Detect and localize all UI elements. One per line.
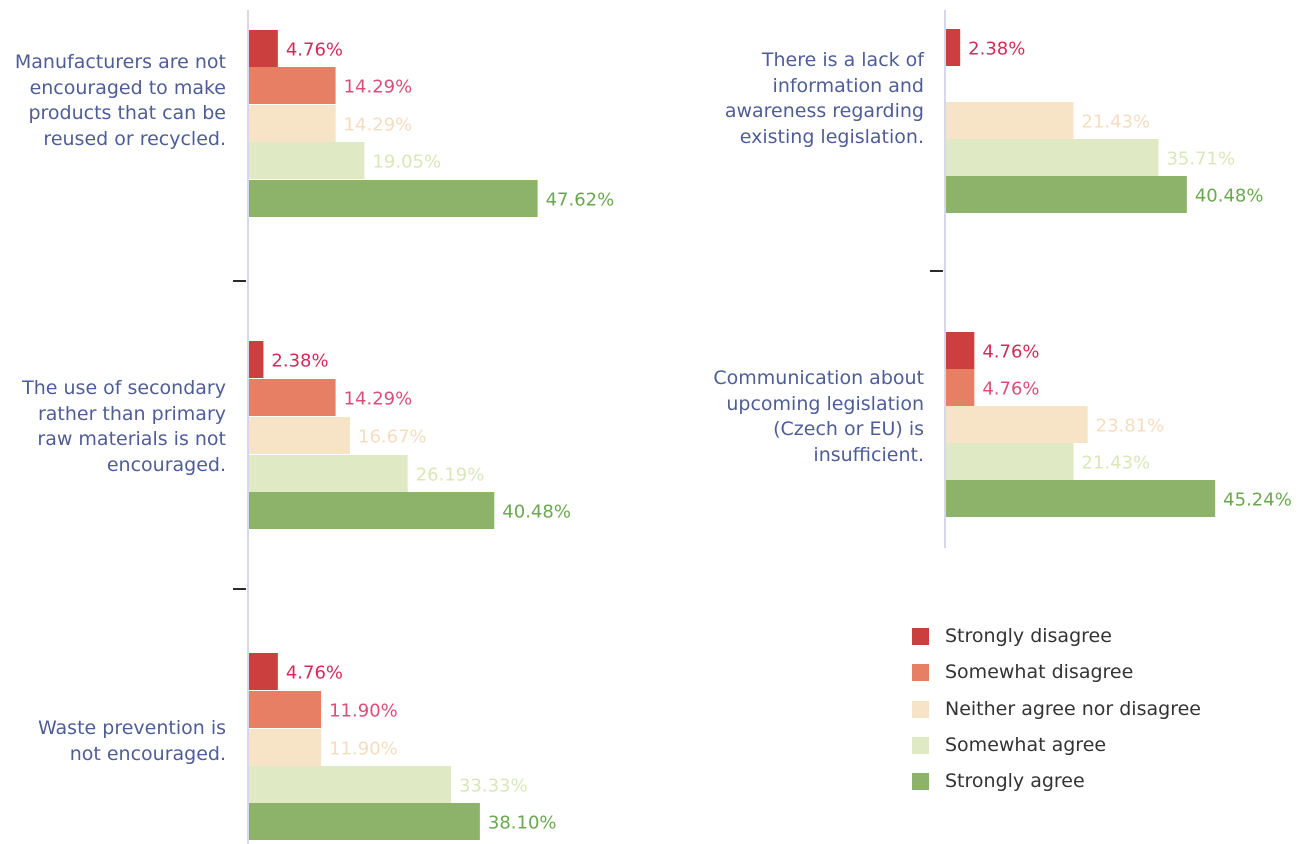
- legend-item-strongly-agree: Strongly agree: [912, 769, 1085, 793]
- data-label-g1-s1: 4.76%: [286, 40, 343, 61]
- legend-item-neither: Neither agree nor disagree: [912, 697, 1201, 721]
- category-label-3: Waste prevention is not encouraged.: [37, 717, 226, 765]
- bar-g4-s5: [946, 176, 1187, 213]
- legend-swatch-somewhat-disagree: [912, 663, 929, 681]
- bar-g1-s3: [249, 105, 336, 142]
- legend-item-somewhat-agree: Somewhat agree: [912, 733, 1106, 757]
- legend-label: Strongly disagree: [945, 625, 1112, 647]
- data-label-g1-s5: 47.62%: [546, 190, 615, 211]
- legend-swatch-neither: [912, 700, 929, 718]
- data-label-g5-s1: 4.76%: [982, 342, 1039, 363]
- category-label-4: There is a lack of information and aware…: [724, 49, 924, 148]
- data-label-g3-s3: 11.90%: [329, 739, 398, 760]
- data-label-g3-s2: 11.90%: [329, 701, 398, 722]
- data-label-g3-s1: 4.76%: [286, 663, 343, 684]
- bar-g5-s2: [946, 369, 975, 406]
- bar-g2-s3: [249, 417, 351, 454]
- bar-g2-s5: [249, 492, 495, 529]
- data-label-g2-s5: 40.48%: [502, 502, 571, 523]
- data-label-g4-s1: 2.38%: [968, 39, 1025, 60]
- bar-g1-s2: [249, 67, 336, 104]
- bar-g1-s1: [249, 30, 278, 67]
- legend-item-somewhat-disagree: Somewhat disagree: [912, 660, 1133, 684]
- bar-g5-s3: [946, 406, 1088, 443]
- legend-label: Somewhat disagree: [945, 661, 1134, 683]
- data-label-g5-s5: 45.24%: [1223, 490, 1292, 511]
- bar-g4-s3: [946, 102, 1074, 139]
- bar-g2-s2: [249, 379, 336, 416]
- bar-g1-s4: [249, 142, 365, 179]
- category-label-1: Manufacturers are not encouraged to make…: [14, 51, 226, 150]
- category-label-2: The use of secondary rather than primary…: [22, 377, 226, 476]
- data-label-g1-s3: 14.29%: [344, 115, 413, 136]
- bar-g5-s5: [946, 480, 1216, 517]
- bar-g4-s4: [946, 139, 1159, 176]
- legend-swatch-strongly-agree: [912, 772, 929, 790]
- data-label-g2-s1: 2.38%: [271, 351, 328, 372]
- data-label-g1-s4: 19.05%: [372, 152, 441, 173]
- data-label-g4-s3: 21.43%: [1082, 112, 1151, 133]
- bar-g3-s4: [249, 766, 451, 803]
- category-label-5: Communication about upcoming legislation…: [713, 367, 924, 466]
- bar-g2-s4: [249, 455, 408, 492]
- data-label-g4-s4: 35.71%: [1166, 149, 1235, 170]
- bar-g3-s2: [249, 691, 322, 728]
- data-label-g4-s5: 40.48%: [1195, 186, 1264, 207]
- bar-g3-s1: [249, 653, 278, 690]
- data-label-g2-s2: 14.29%: [344, 389, 413, 410]
- data-label-g5-s3: 23.81%: [1096, 416, 1165, 437]
- bar-g1-s5: [249, 180, 538, 217]
- legend-swatch-strongly-disagree: [912, 627, 929, 645]
- bar-g5-s1: [946, 332, 975, 369]
- data-label-g2-s4: 26.19%: [416, 465, 485, 486]
- bar-g5-s4: [946, 443, 1074, 480]
- legend-label: Somewhat agree: [945, 734, 1107, 756]
- legend-swatch-somewhat-agree: [912, 736, 929, 754]
- data-label-g5-s2: 4.76%: [982, 379, 1039, 400]
- data-label-g3-s4: 33.33%: [459, 776, 528, 797]
- data-label-g2-s3: 16.67%: [358, 427, 427, 448]
- data-label-g3-s5: 38.10%: [488, 813, 557, 834]
- bar-g2-s1: [249, 341, 264, 378]
- bar-g3-s3: [249, 729, 322, 766]
- legend-item-strongly-disagree: Strongly disagree: [912, 624, 1112, 648]
- data-label-g1-s2: 14.29%: [344, 77, 413, 98]
- legend-label: Neither agree nor disagree: [945, 698, 1201, 720]
- bar-g4-s1: [946, 29, 961, 66]
- data-label-g5-s4: 21.43%: [1082, 453, 1151, 474]
- legend-label: Strongly agree: [945, 770, 1085, 792]
- bar-g3-s5: [249, 803, 480, 840]
